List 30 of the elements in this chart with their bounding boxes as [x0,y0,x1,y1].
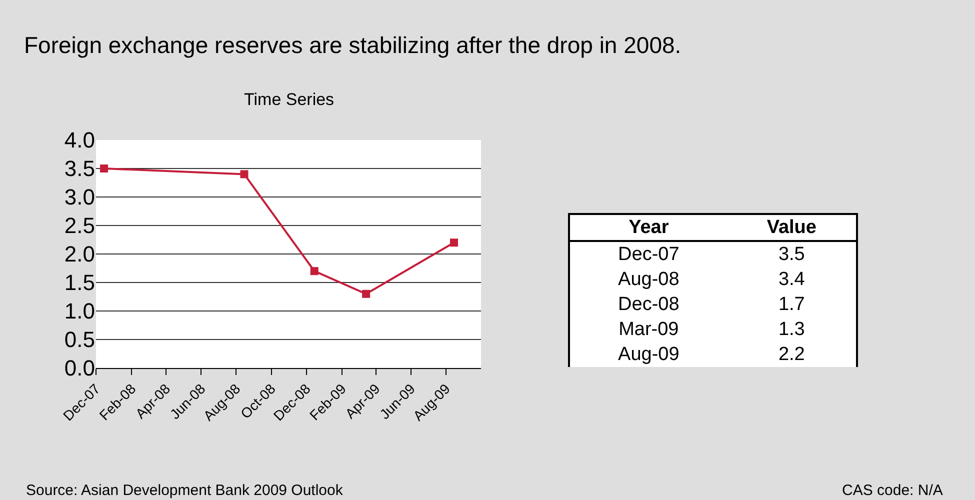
source-note: Source: Asian Development Bank 2009 Outlook [26,482,344,499]
point [100,164,108,172]
y-tick-label: 2.5 [64,213,95,238]
y-tick-label: 1.5 [64,270,95,296]
category-label: Aug-09 [617,343,680,367]
y-tick-label: 3.0 [64,184,95,210]
point [310,267,318,276]
category-label: Dec-08 [617,293,680,317]
text: CAS code: N/A [842,482,943,499]
data-label: 3.5 [777,243,806,267]
point [450,238,458,247]
data-label: 3.4 [777,268,806,292]
chart-title: Foreign exchange reserves are stabilizing after the drop in 2008. [24,32,682,58]
category-label: Mar-09 [618,318,680,342]
y-tick-label: 1.0 [64,298,95,324]
category-label: Dec-07 [617,243,680,267]
point [240,170,248,178]
y-tick-label: 3.5 [64,156,95,182]
point [362,290,370,298]
data-label: 1.3 [777,318,806,342]
y-tick-label: 4.0 [64,128,95,153]
text: Year [569,214,728,241]
data-label: 1.7 [777,293,806,317]
y-tick-label: 0.5 [64,327,95,352]
category-label: Aug-08 [617,268,680,292]
text: Value [727,214,857,241]
chart-subtitle: Time Series [244,90,334,109]
y-tick-label: 2.0 [64,242,95,267]
y-tick-label: 0.0 [64,356,95,381]
data-label: 2.2 [777,343,806,367]
